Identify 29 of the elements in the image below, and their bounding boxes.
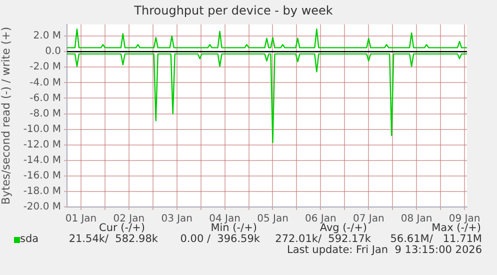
y-tick-label: 2.0 M bbox=[33, 30, 61, 42]
x-tick-label: 06 Jan bbox=[305, 214, 336, 225]
y-tick-label: -18.0 M bbox=[23, 186, 61, 198]
text: Min (-/+) bbox=[210, 222, 257, 234]
x-tick-label: 08 Jan bbox=[400, 214, 432, 225]
y-tick-label: -14.0 M bbox=[23, 154, 61, 166]
text: Max (-/+) bbox=[432, 222, 481, 234]
chart-title: Throughput per device - by week bbox=[133, 3, 333, 18]
text: 56.61M/ 11.71M bbox=[390, 233, 482, 245]
y-tick-label: -4.0 M bbox=[30, 77, 61, 88]
text: Last update: Fri Jan 9 13:15:00 2026 bbox=[286, 244, 482, 256]
text: 272.01k/ 592.17k bbox=[275, 233, 371, 245]
y-tick-label: -6.0 M bbox=[30, 92, 61, 104]
y-tick-label: -20.0 M bbox=[23, 202, 61, 213]
y-tick-label: -12.0 M bbox=[23, 139, 61, 150]
y-tick-label: -16.0 M bbox=[23, 170, 61, 182]
legend-label: sda bbox=[20, 233, 39, 245]
text: Avg (-/+) bbox=[320, 222, 367, 234]
y-tick-label: 0.0 bbox=[45, 46, 61, 58]
x-tick-label: 01 Jan bbox=[65, 214, 97, 225]
text: 21.54k/ 582.98k bbox=[68, 233, 158, 245]
text: 0.00 / 396.59k bbox=[180, 233, 260, 245]
y-tick-label: -10.0 M bbox=[23, 124, 61, 135]
y-axis-title: Bytes/second read (-) / write (+) bbox=[0, 26, 12, 205]
y-tick-label: -2.0 M bbox=[30, 62, 61, 73]
y-tick-label: -8.0 M bbox=[30, 108, 61, 120]
text: Cur (-/+) bbox=[99, 222, 145, 234]
x-tick-label: 03 Jan bbox=[161, 214, 193, 225]
x-tick-label: 05 Jan bbox=[257, 214, 288, 225]
